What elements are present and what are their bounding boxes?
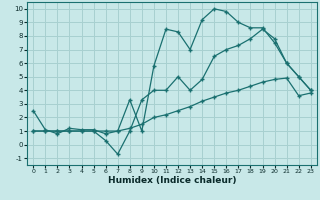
X-axis label: Humidex (Indice chaleur): Humidex (Indice chaleur) (108, 176, 236, 185)
